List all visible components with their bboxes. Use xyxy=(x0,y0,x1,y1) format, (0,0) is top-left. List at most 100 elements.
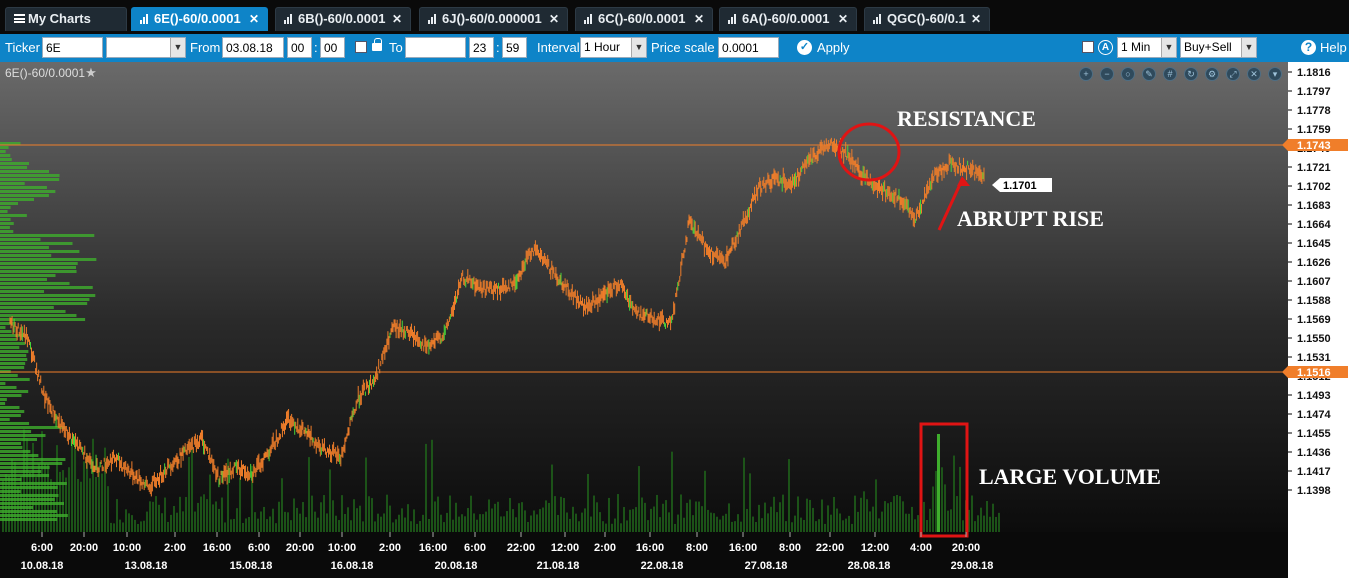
from-date-input[interactable] xyxy=(222,37,284,58)
dropdown-icon[interactable]: ▾ xyxy=(1268,67,1282,81)
volume-bar xyxy=(644,502,646,532)
timeframe-select[interactable]: 1 Min ▼ xyxy=(1117,37,1177,58)
time-tick-label: 20:00 xyxy=(952,542,980,554)
volume-bar xyxy=(200,496,202,532)
volume-bar xyxy=(734,521,736,532)
volume-profile-bar xyxy=(0,382,6,385)
tab-6b-60-0-0001[interactable]: 6B()-60/0.0001 ✕ xyxy=(275,7,411,31)
volume-profile-bar xyxy=(0,258,97,261)
volume-bar xyxy=(623,507,625,532)
tab-6j-60-0-000001[interactable]: 6J()-60/0.000001 ✕ xyxy=(419,7,568,31)
volume-bar xyxy=(989,516,991,532)
draw-icon[interactable]: ✎ xyxy=(1142,67,1156,81)
volume-bar xyxy=(488,499,490,532)
volume-bar xyxy=(512,509,514,532)
interval-select[interactable]: 1 Hour ▼ xyxy=(580,37,647,58)
volume-profile-bar xyxy=(0,462,63,465)
date-tick-label: 15.08.18 xyxy=(230,560,273,572)
volume-bar xyxy=(170,514,172,532)
volume-bar xyxy=(722,515,724,532)
help-button[interactable]: Help xyxy=(1320,40,1347,55)
volume-bar xyxy=(875,479,877,532)
expand-icon[interactable]: ⤢ xyxy=(1226,67,1240,81)
from-minute-input[interactable] xyxy=(320,37,345,58)
tab-label: 6A()-60/0.0001 xyxy=(742,11,830,26)
volume-bar xyxy=(71,442,73,532)
tab-my-charts[interactable]: My Charts xyxy=(5,7,127,31)
zoom-out-icon[interactable]: − xyxy=(1100,67,1114,81)
volume-profile-bar xyxy=(0,470,42,473)
volume-bar xyxy=(824,523,826,532)
zoom-reset-icon[interactable]: ○ xyxy=(1121,67,1135,81)
volume-bar xyxy=(707,509,709,532)
volume-bar xyxy=(914,519,916,532)
settings-icon[interactable]: ⚙ xyxy=(1205,67,1219,81)
check-icon[interactable]: ✓ xyxy=(797,40,812,55)
volume-bar xyxy=(467,508,469,532)
volume-bar xyxy=(638,466,640,532)
volume-bar xyxy=(215,501,217,532)
volume-bar xyxy=(155,496,157,532)
close-icon[interactable]: ✕ xyxy=(970,12,981,26)
volume-bar xyxy=(191,449,193,532)
tab-6e-60-0-0001[interactable]: 6E()-60/0.0001 ✕ xyxy=(131,7,268,31)
close-icon[interactable]: ✕ xyxy=(248,12,259,26)
volume-profile-bar xyxy=(0,318,86,321)
chart-canvas[interactable]: 1.18161.17971.17781.17591.17401.17211.17… xyxy=(0,62,1349,578)
close-icon[interactable]: ✕ xyxy=(693,12,704,26)
volume-bar xyxy=(476,519,478,532)
volume-profile-bar xyxy=(0,394,22,397)
volume-bar xyxy=(998,512,1000,532)
tab-qgc-60-0-1[interactable]: QGC()-60/0.1 ✕ xyxy=(864,7,990,31)
volume-bar xyxy=(773,496,775,532)
close-icon[interactable]: ✕ xyxy=(837,12,848,26)
time-tick-label: 6:00 xyxy=(31,542,53,554)
volume-bar xyxy=(176,512,178,532)
price-chart[interactable]: 1.18161.17971.17781.17591.17401.17211.17… xyxy=(0,62,1349,578)
volume-bar xyxy=(839,513,841,532)
plot-area[interactable] xyxy=(0,62,1288,532)
grid-icon[interactable]: # xyxy=(1163,67,1177,81)
tab-6c-60-0-0001[interactable]: 6C()-60/0.0001 ✕ xyxy=(575,7,713,31)
auto-icon[interactable]: A xyxy=(1098,40,1113,55)
volume-bar xyxy=(134,519,136,532)
zoom-in-icon[interactable]: + xyxy=(1079,67,1093,81)
option-checkbox[interactable] xyxy=(1082,41,1094,53)
volume-profile-bar xyxy=(0,398,7,401)
volume-bar xyxy=(974,521,976,532)
volume-profile-bar xyxy=(0,226,10,229)
volume-profile-bar xyxy=(0,210,8,213)
volume-profile-bar xyxy=(0,230,14,233)
volume-bar xyxy=(554,496,556,532)
volume-bar xyxy=(401,508,403,532)
from-hour-input[interactable] xyxy=(287,37,312,58)
ticker-dropdown[interactable]: ▼ xyxy=(106,37,186,58)
help-icon[interactable]: ? xyxy=(1301,40,1316,55)
to-minute-input[interactable] xyxy=(502,37,527,58)
volume-profile-bar xyxy=(0,290,45,293)
ticker-input[interactable] xyxy=(42,37,103,58)
tab-6a-60-0-0001[interactable]: 6A()-60/0.0001 ✕ xyxy=(719,7,857,31)
volume-bar xyxy=(731,521,733,532)
close-icon[interactable]: ✕ xyxy=(1247,67,1261,81)
volume-bar xyxy=(992,503,994,532)
star-icon[interactable]: ★ xyxy=(85,65,97,80)
refresh-icon[interactable]: ↻ xyxy=(1184,67,1198,81)
close-icon[interactable]: ✕ xyxy=(391,12,402,26)
side-select[interactable]: Buy+Sell ▼ xyxy=(1180,37,1257,58)
to-hour-input[interactable] xyxy=(469,37,494,58)
price-tick-label: 1.1797 xyxy=(1297,86,1331,98)
price-tick-label: 1.1683 xyxy=(1297,200,1331,212)
volume-bar xyxy=(863,491,865,532)
volume-profile-bar xyxy=(0,446,23,449)
volume-bar xyxy=(446,512,448,532)
to-date-input[interactable] xyxy=(405,37,466,58)
volume-bar xyxy=(158,504,160,532)
volume-bar xyxy=(23,429,25,532)
lock-checkbox[interactable] xyxy=(355,41,367,53)
apply-button[interactable]: Apply xyxy=(817,40,850,55)
price-scale-input[interactable] xyxy=(718,37,779,58)
from-label: From xyxy=(190,40,221,55)
volume-bar xyxy=(131,515,133,532)
close-icon[interactable]: ✕ xyxy=(548,12,559,26)
